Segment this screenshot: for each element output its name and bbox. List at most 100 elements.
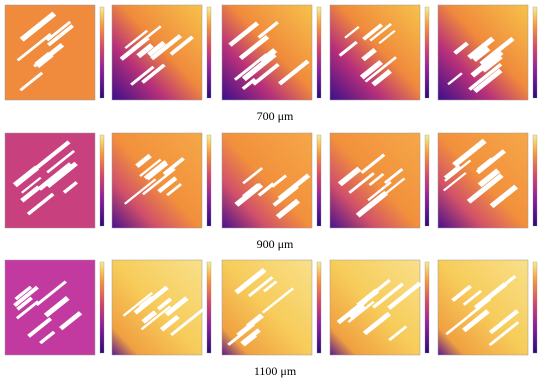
crack-streak [45,161,78,188]
crack-streak [157,176,178,194]
crack-streak [245,313,263,328]
crack-streak [348,304,366,319]
crack-streak [169,35,194,56]
crack-streak [379,177,406,199]
crack-streak [347,300,375,323]
crack-streak [241,77,257,91]
colorbar [316,6,322,99]
crack-streak [368,173,385,186]
crack-streak [378,30,396,45]
crack-streak [466,173,504,204]
crack-streak [34,140,71,171]
colorbar [532,134,538,227]
crack-streak [344,26,360,39]
colorbar [424,134,430,227]
crack-streak [468,297,492,317]
crack-streak [146,162,169,181]
colorbar [99,261,105,354]
crack-streak [130,65,155,86]
crack-streak [462,289,483,306]
crack-streak [482,55,503,73]
crack-streak [147,40,166,57]
crack-streak [156,297,173,311]
crack-streak [472,46,491,62]
crack-streak [240,328,261,346]
crack-streak [359,60,384,80]
crack-streak [271,174,288,188]
crack-streak [489,184,518,209]
crack-streak [259,48,278,64]
crack-streak [26,192,55,216]
row-caption: 700 μm [257,109,294,123]
crack-streak [470,50,504,78]
crack-streak [35,280,67,306]
crack-streak [27,317,53,338]
crack-streak [242,183,261,199]
crack-streak [362,311,392,336]
crack-streak [46,20,72,42]
crack-streak [241,52,277,82]
crack-streak [162,157,185,176]
crack-streak [479,36,515,66]
crack-streak [461,309,490,333]
crack-streak [443,164,461,179]
crack-streak [257,21,280,39]
crack-streak [277,59,310,86]
crack-streak [453,41,469,55]
crack-streak [135,153,152,168]
crack-streak [19,71,44,92]
crack-streak [20,185,41,203]
crack-streak [472,68,503,94]
crack-streak [133,285,169,315]
crack-streak [262,280,278,293]
colorbar [316,261,322,354]
crack-streak [444,159,472,182]
colorbar [424,261,430,354]
crack-streak [150,34,182,61]
colorbar [532,6,538,99]
crack-streak [12,165,40,188]
crack-streak [338,40,358,57]
crack-streak [166,183,182,197]
crack-streak [447,72,463,86]
crack-streak [247,276,274,298]
crack-streak [360,153,386,174]
crack-streak [13,285,39,307]
crack-streak [142,167,176,196]
crack-streak [359,193,384,213]
crack-streak [170,307,205,337]
crack-streak [131,25,162,50]
crack-streak [16,33,52,62]
heatmap-panel [437,259,529,356]
crack-streak [373,278,391,294]
crack-streak [62,181,79,194]
crack-streak [261,287,295,314]
crack-streak [337,166,362,187]
crack-streak [451,284,472,302]
crack-streak [362,23,384,41]
heatmap-panel [221,4,313,101]
crack-streak [275,198,301,220]
colorbar [99,134,105,227]
crack-streak [16,296,33,311]
crack-streak [234,267,267,295]
crack-streak [348,172,375,194]
crack-streak [238,34,270,60]
crack-streak [43,296,70,318]
crack-streak [19,11,57,42]
crack-streak [124,29,149,50]
crack-streak [473,282,508,310]
crack-streak [383,167,404,185]
crack-streak [242,167,264,185]
crack-streak [371,69,392,87]
heatmap-panel [111,132,203,229]
crack-streak [46,149,76,174]
crack-streak [37,162,73,191]
crack-streak [122,292,154,317]
crack-streak [14,285,33,301]
crack-streak [143,160,168,180]
crack-streak [46,24,75,47]
crack-streak [468,62,503,91]
